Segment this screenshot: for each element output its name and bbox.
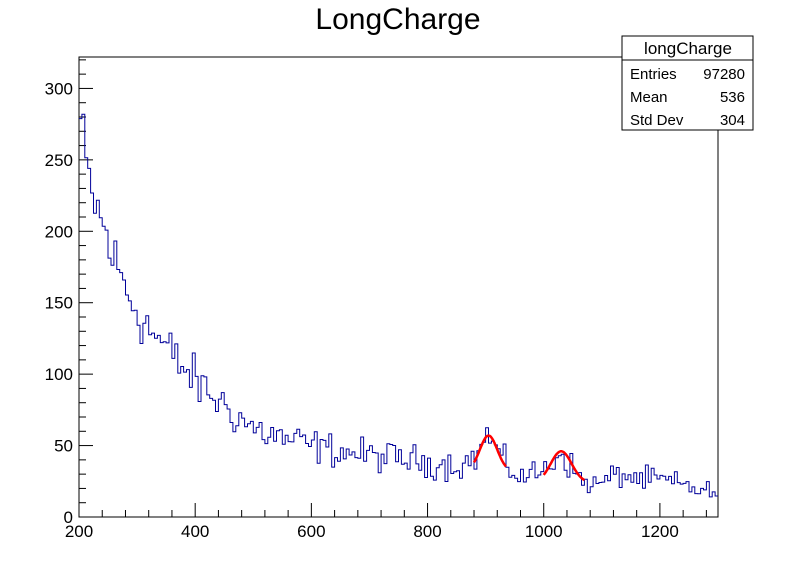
stats-entries-value: 97280 [703,66,745,83]
y-tick-label: 200 [45,222,73,241]
stats-stddev-value: 304 [720,112,745,129]
axis-tick-labels: 200 400 600 800 1000 1200 0 50 100 150 200 250 300 [45,79,679,541]
x-tick-label: 1200 [641,522,679,541]
x-tick-label: 400 [181,522,209,541]
fit-curve-2 [542,450,586,482]
chart-title: LongCharge [315,3,480,36]
fit-curve-1 [472,434,507,468]
y-tick-label: 250 [45,151,73,170]
x-tick-label: 800 [413,522,441,541]
y-tick-label: 50 [54,437,73,456]
y-tick-label: 0 [64,508,73,527]
stats-box: longCharge Entries 97280 Mean 536 Std De… [621,35,754,131]
axis-ticks [78,59,707,518]
x-tick-label: 200 [65,522,93,541]
y-tick-label: 300 [45,79,73,98]
plot-frame [78,56,719,518]
x-tick-label: 1000 [525,522,563,541]
histogram-line [79,113,718,498]
stats-box-title: longCharge [644,39,732,58]
fit-curves [472,434,586,482]
x-tick-label: 600 [297,522,325,541]
y-tick-label: 100 [45,365,73,384]
histogram-series [79,113,718,498]
stats-entries-label: Entries [630,66,677,83]
y-tick-label: 150 [45,294,73,313]
stats-stddev-label: Std Dev [630,112,684,129]
stats-mean-value: 536 [720,89,745,106]
stats-mean-label: Mean [630,89,668,106]
